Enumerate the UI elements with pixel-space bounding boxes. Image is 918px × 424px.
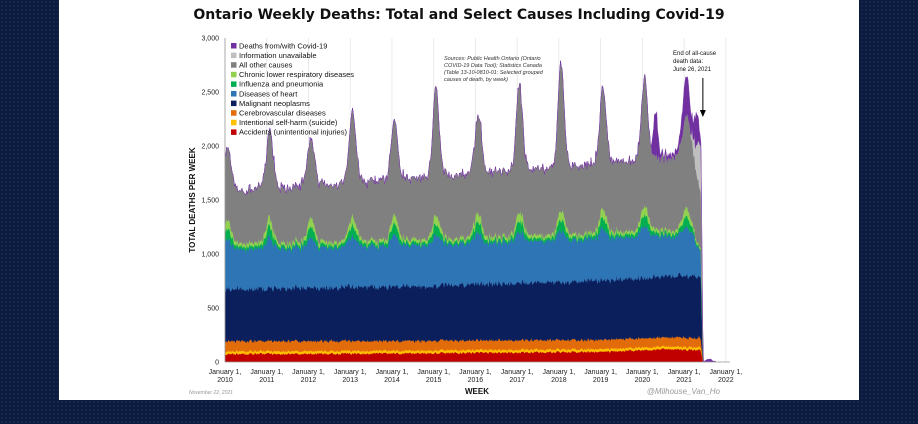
legend-label: Malignant neoplasms (239, 99, 310, 108)
legend-swatch (231, 119, 237, 126)
source-note-line: (Table 13-10-0810-01: Selected grouped (444, 70, 544, 76)
x-tick-label: 2017 (509, 377, 525, 384)
stacked-areas (225, 60, 716, 362)
legend-swatch (231, 81, 237, 87)
y-tick-label: 3,000 (201, 36, 219, 43)
x-axis-label: WEEK (465, 387, 489, 396)
legend-swatch (231, 110, 237, 116)
x-tick-label: 2022 (718, 377, 734, 384)
source-note-line: causes of death, by week) (444, 77, 508, 83)
x-tick-label: 2018 (551, 377, 567, 384)
legend-label: Intentional self-harm (suicide) (239, 118, 338, 127)
x-tick-label: January 1, (334, 369, 367, 376)
source-note-line: COVID-19 Data Tool); Statistics Canada (444, 63, 542, 69)
x-tick-label: January 1, (709, 369, 742, 376)
legend-swatch (231, 91, 237, 97)
x-tick-label: 2014 (384, 377, 400, 384)
x-tick-label: January 1, (376, 369, 409, 376)
x-tick-label: 2013 (342, 377, 358, 384)
author-credit: @Milhouse_Van_Ho (647, 387, 721, 396)
x-tick-label: January 1, (209, 369, 242, 376)
y-tick-label: 0 (215, 360, 219, 367)
legend-label: Information unavailable (239, 51, 317, 60)
x-tick-label: 2012 (301, 377, 317, 384)
legend-label: Chronic lower respiratory diseases (239, 70, 354, 79)
legend-label: Deaths from/with Covid-19 (239, 41, 327, 50)
annotation-line: death data: (673, 59, 703, 65)
legend-swatch (231, 129, 237, 135)
x-tick-label: January 1, (459, 369, 492, 376)
end-of-data-annotation: End of all-cause death data: June 26, 20… (673, 51, 717, 117)
x-tick-label: 2015 (426, 377, 442, 384)
footer-date: November 22, 2021 (189, 390, 233, 396)
legend-swatch (231, 71, 237, 78)
area-series-cov (225, 60, 716, 362)
source-note-line: Sources: Public Health Ontario (Ontario (444, 56, 541, 62)
legend-label: Diseases of heart (239, 89, 298, 98)
y-tick-label: 1,500 (201, 198, 219, 205)
weekly-deaths-chart: Ontario Weekly Deaths: Total and Select … (188, 7, 742, 396)
legend-label: Cerebrovascular diseases (239, 109, 326, 118)
x-tick-label: January 1, (292, 369, 325, 376)
y-tick-label: 2,000 (201, 144, 219, 151)
x-tick-label: 2019 (593, 377, 609, 384)
x-tick-label: January 1, (668, 369, 701, 376)
y-tick-label: 2,500 (201, 90, 219, 97)
x-tick-label: 2016 (468, 377, 484, 384)
legend-swatch (231, 52, 237, 59)
x-tick-label: January 1, (584, 369, 617, 376)
x-tick-label: January 1, (501, 369, 534, 376)
x-tick-label: January 1, (626, 369, 659, 376)
x-tick-label: 2010 (217, 377, 233, 384)
source-note: Sources: Public Health Ontario (Ontario … (444, 56, 544, 83)
y-tick-label: 500 (207, 306, 219, 313)
annotation-arrowhead (699, 110, 706, 117)
legend-swatch (231, 62, 237, 68)
annotation-line: End of all-cause (673, 51, 717, 57)
legend-label: All other causes (239, 61, 293, 70)
x-tick-label: January 1, (250, 369, 283, 376)
chart-card: Ontario Weekly Deaths: Total and Select … (59, 0, 859, 400)
x-tick-label: 2020 (635, 377, 651, 384)
y-axis-label: TOTAL DEATHS PER WEEK (188, 147, 197, 252)
legend-label: Influenza and pneumonia (239, 80, 324, 89)
y-tick-label: 1,000 (201, 252, 219, 259)
chart-title: Ontario Weekly Deaths: Total and Select … (193, 7, 724, 23)
legend-swatch (231, 43, 237, 49)
legend-swatch (231, 100, 237, 107)
x-tick-label: January 1, (543, 369, 576, 376)
x-tick-label: 2011 (259, 377, 274, 384)
legend-label: Accidents (unintentional injuries) (239, 128, 347, 137)
x-tick-label: 2021 (676, 377, 692, 384)
x-tick-label: January 1, (417, 369, 450, 376)
annotation-line: June 26, 2021 (673, 67, 712, 73)
